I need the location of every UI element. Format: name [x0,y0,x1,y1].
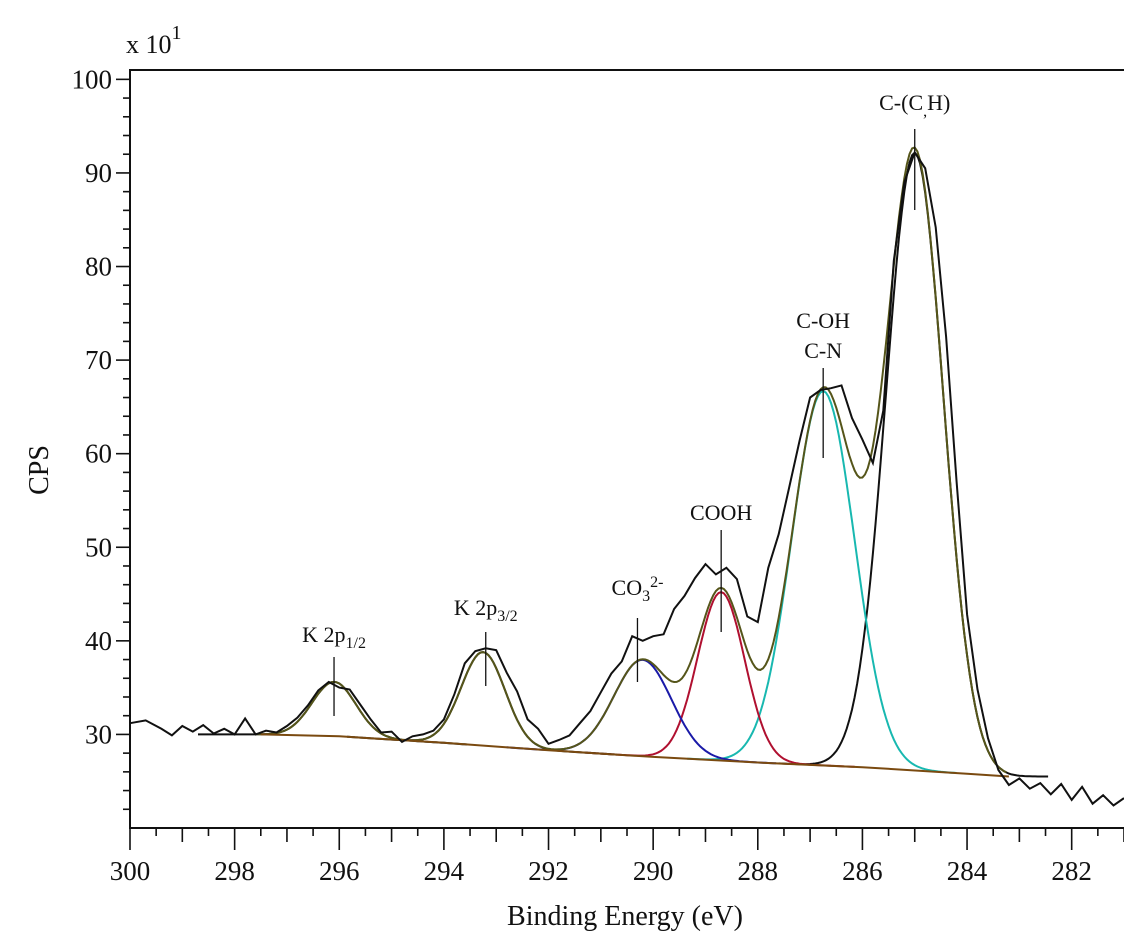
y-tick-label: 50 [85,532,112,562]
y-axis: 30 40 50 60 70 80 90 100 [72,64,130,811]
x-axis-title: Binding Energy (eV) [507,901,743,932]
fit-envelope [255,146,1007,774]
plot-frame [129,69,1124,829]
annotation-label-line2: C-N [804,338,842,363]
y-tick-label: 90 [85,158,112,188]
x-tick-label: 284 [947,856,988,886]
component-peak-5 [198,680,468,746]
annotation-label: K 2p1/2 [302,622,366,652]
annotations-group: C-(C,H) C-OH C-N COOH CO32- K 2p3/2 K 2p1/2 [302,90,950,716]
x-axis: 300 298 296 294 292 290 288 286 284 282 [110,828,1124,886]
x-tick-label: 298 [214,856,255,886]
x-tick-label: 290 [633,856,674,886]
raw-spectrum-line [129,150,1124,807]
y-tick-label: 100 [72,64,113,94]
annotation-label: K 2p3/2 [454,595,518,625]
annotation-label: C-OH [796,308,850,333]
y-tick-label: 80 [85,252,112,282]
x-tick-label: 286 [842,856,883,886]
x-tick-label: 282 [1051,856,1092,886]
annotation-label: CO32- [612,574,664,605]
y-axis-title: CPS [24,445,55,495]
series-group [129,146,1124,807]
component-peak-1 [687,389,957,774]
annotation-label: COOH [690,500,752,525]
y-tick-label: 70 [85,345,112,375]
x-tick-label: 294 [424,856,465,886]
y-multiplier-label: x 101 [126,22,182,59]
y-tick-label: 30 [85,719,112,749]
background-line [260,733,1009,778]
x-tick-label: 292 [528,856,569,886]
x-tick-label: 288 [738,856,779,886]
y-tick-label: 40 [85,626,112,656]
x-tick-label: 300 [110,856,151,886]
annotation-label: C-(C,H) [879,90,950,120]
component-peak-2 [585,591,855,768]
component-peak-0 [778,151,1049,778]
y-multiplier-exponent: 1 [172,22,182,44]
x-tick-label: 296 [319,856,360,886]
y-tick-label: 60 [85,439,112,469]
plot-border [129,69,1124,829]
